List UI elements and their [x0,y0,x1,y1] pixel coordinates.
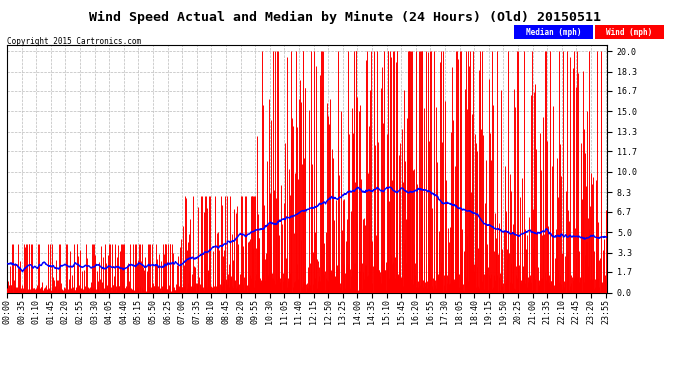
Text: Median (mph): Median (mph) [526,28,582,37]
Text: Copyright 2015 Cartronics.com: Copyright 2015 Cartronics.com [7,38,141,46]
Text: Wind (mph): Wind (mph) [606,28,653,37]
Text: Wind Speed Actual and Median by Minute (24 Hours) (Old) 20150511: Wind Speed Actual and Median by Minute (… [89,11,601,24]
